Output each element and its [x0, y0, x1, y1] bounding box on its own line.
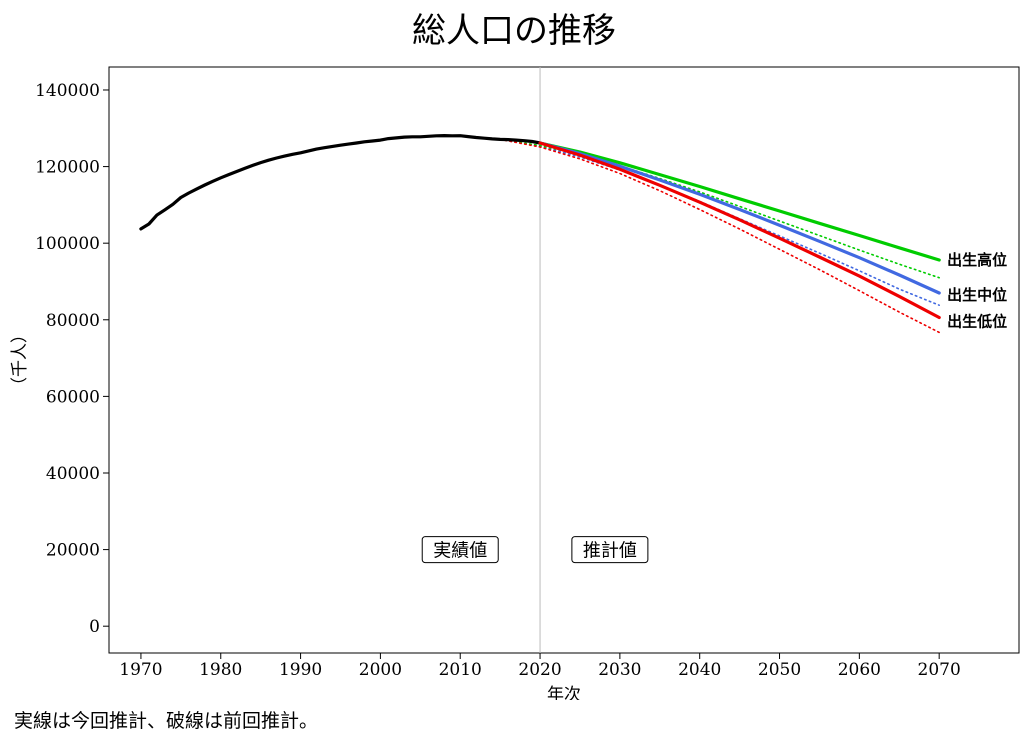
- x-tick-label-1990: 1990: [279, 660, 322, 680]
- y-tick-label-60000: 60000: [46, 387, 100, 407]
- y-axis-label: （千人）: [10, 326, 30, 394]
- region-label-1: 推計値: [583, 541, 637, 562]
- y-tick-label-20000: 20000: [46, 541, 100, 561]
- chart-caption: 実線は今回推計、破線は前回推計。: [14, 710, 319, 732]
- x-tick-label-2020: 2020: [518, 660, 561, 680]
- series-label-2: 出生中位: [947, 286, 1007, 304]
- x-tick-label-2030: 2030: [598, 660, 641, 680]
- chart-title: 総人口の推移: [412, 11, 616, 51]
- series-line-3: [538, 141, 941, 320]
- x-tick-label-2070: 2070: [918, 660, 961, 680]
- series-line-5: [499, 138, 940, 279]
- series-line-0: [139, 134, 542, 231]
- axis-ticks: 1970 1980 1990 2000 2010 2020 2030 2040 2050 2060…: [35, 81, 961, 680]
- x-tick-label-1980: 1980: [199, 660, 242, 680]
- region-label-box-1: [571, 536, 649, 564]
- region-label-0: 実績値: [433, 541, 487, 562]
- region-labels: 実績値 推計値: [421, 536, 649, 564]
- x-tick-label-2060: 2060: [838, 660, 881, 680]
- series-label-1: 出生高位: [947, 251, 1007, 269]
- series-line-2: [538, 141, 941, 295]
- series-lines: [139, 134, 941, 334]
- y-tick-label-80000: 80000: [46, 311, 100, 331]
- y-tick-label-40000: 40000: [46, 464, 100, 484]
- series-line-1: [538, 141, 941, 262]
- y-tick-label-120000: 120000: [35, 158, 100, 178]
- y-tick-label-140000: 140000: [35, 81, 100, 101]
- plot-frame: [108, 66, 1020, 654]
- series-line-4: [499, 138, 940, 306]
- y-tick-label-0: 0: [89, 617, 100, 637]
- x-tick-label-2010: 2010: [439, 660, 482, 680]
- x-tick-label-1970: 1970: [119, 660, 162, 680]
- series-label-3: 出生低位: [947, 312, 1007, 330]
- x-tick-label-2050: 2050: [758, 660, 801, 680]
- y-tick-label-100000: 100000: [35, 234, 100, 254]
- population-chart: 総人口の推移 1970 1980 1990 2000 2010 2020 2030 2040 2…: [10, 11, 1020, 700]
- series-line-6: [499, 138, 940, 334]
- x-axis-label: 年次: [547, 685, 581, 700]
- x-tick-label-2000: 2000: [359, 660, 402, 680]
- x-tick-label-2040: 2040: [678, 660, 721, 680]
- region-label-box-0: [421, 536, 499, 564]
